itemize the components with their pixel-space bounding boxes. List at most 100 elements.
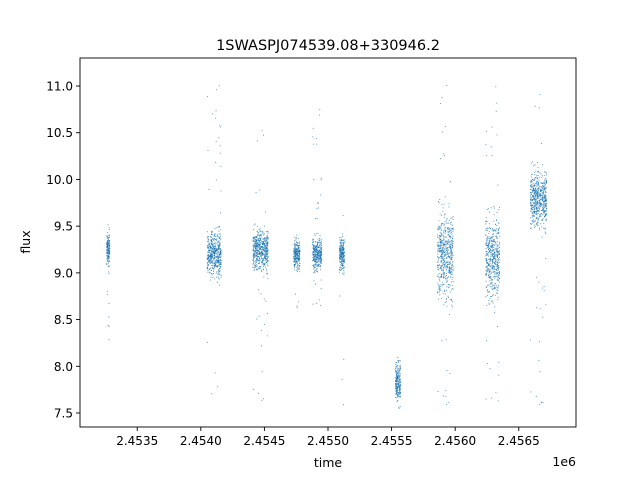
data-point	[262, 238, 264, 240]
data-point	[398, 372, 400, 374]
data-point	[296, 256, 298, 259]
data-point	[298, 268, 300, 270]
data-point	[497, 279, 499, 282]
data-point	[538, 210, 540, 212]
data-point	[543, 209, 545, 211]
data-point	[493, 265, 495, 267]
data-point	[492, 234, 494, 236]
data-point	[218, 85, 220, 87]
data-point	[255, 254, 258, 256]
data-point	[529, 195, 532, 197]
data-point	[260, 250, 263, 253]
data-point	[535, 200, 537, 202]
data-point	[293, 256, 295, 258]
data-point	[495, 392, 497, 394]
data-point	[437, 227, 439, 229]
data-point	[447, 243, 449, 245]
data-point	[496, 252, 498, 254]
data-point	[543, 189, 546, 191]
data-point	[216, 235, 218, 237]
data-point	[398, 395, 400, 397]
data-point	[487, 262, 489, 264]
data-point	[488, 269, 490, 271]
data-point	[397, 385, 399, 387]
data-point	[343, 258, 346, 260]
data-point	[256, 230, 258, 233]
data-point	[216, 254, 218, 256]
data-point	[436, 292, 438, 294]
data-point	[211, 393, 213, 395]
data-point	[252, 239, 254, 242]
data-point	[498, 271, 500, 274]
data-point	[440, 267, 442, 269]
data-point	[395, 385, 397, 388]
data-point	[259, 268, 261, 270]
data-point	[295, 257, 297, 259]
data-point	[449, 229, 451, 231]
data-point	[493, 271, 495, 273]
data-point	[252, 247, 254, 249]
data-point	[314, 263, 317, 265]
data-point	[487, 244, 489, 246]
data-point	[262, 398, 264, 400]
data-point	[444, 243, 446, 245]
data-point	[259, 233, 261, 235]
data-point	[218, 269, 220, 271]
data-point	[263, 257, 266, 259]
data-point	[219, 238, 221, 240]
data-point	[395, 374, 397, 376]
data-point	[257, 241, 259, 243]
data-point	[437, 236, 439, 238]
data-point	[534, 185, 536, 187]
data-point	[446, 286, 448, 288]
data-point	[496, 289, 498, 291]
data-point	[339, 259, 341, 261]
data-point	[298, 241, 300, 243]
data-point	[258, 267, 260, 269]
data-point	[486, 247, 488, 249]
data-point	[339, 245, 341, 247]
data-point	[538, 192, 540, 194]
data-point	[494, 276, 496, 278]
data-point	[541, 218, 543, 220]
data-point	[220, 165, 222, 168]
data-point	[258, 238, 260, 240]
data-point	[535, 203, 537, 205]
data-point	[213, 255, 215, 257]
data-point	[441, 268, 443, 270]
data-point	[449, 284, 451, 286]
data-point	[485, 280, 487, 282]
data-point	[220, 260, 222, 262]
data-point	[316, 217, 318, 220]
data-point	[497, 244, 499, 246]
data-point	[259, 230, 261, 232]
data-point	[314, 218, 316, 220]
data-point	[539, 188, 541, 190]
data-point	[543, 190, 545, 192]
data-point	[218, 240, 220, 242]
data-point	[253, 251, 255, 253]
data-point	[545, 218, 547, 220]
data-point	[396, 394, 398, 397]
data-point	[398, 378, 400, 380]
data-point	[313, 248, 316, 250]
data-point	[108, 316, 110, 318]
data-point	[541, 185, 544, 187]
data-point	[488, 237, 490, 239]
data-point	[439, 235, 441, 237]
data-point	[533, 215, 535, 217]
data-point	[536, 178, 538, 180]
data-point	[395, 387, 397, 389]
data-point	[321, 259, 323, 261]
data-point	[399, 389, 401, 391]
data-point	[252, 254, 254, 256]
data-point	[446, 257, 448, 259]
data-point	[254, 253, 256, 255]
data-point	[451, 224, 454, 226]
data-point	[485, 234, 487, 236]
data-point	[263, 323, 266, 325]
data-point	[399, 374, 401, 376]
data-point	[543, 207, 545, 209]
data-point	[216, 248, 218, 250]
x-axis-label: time	[314, 455, 343, 470]
